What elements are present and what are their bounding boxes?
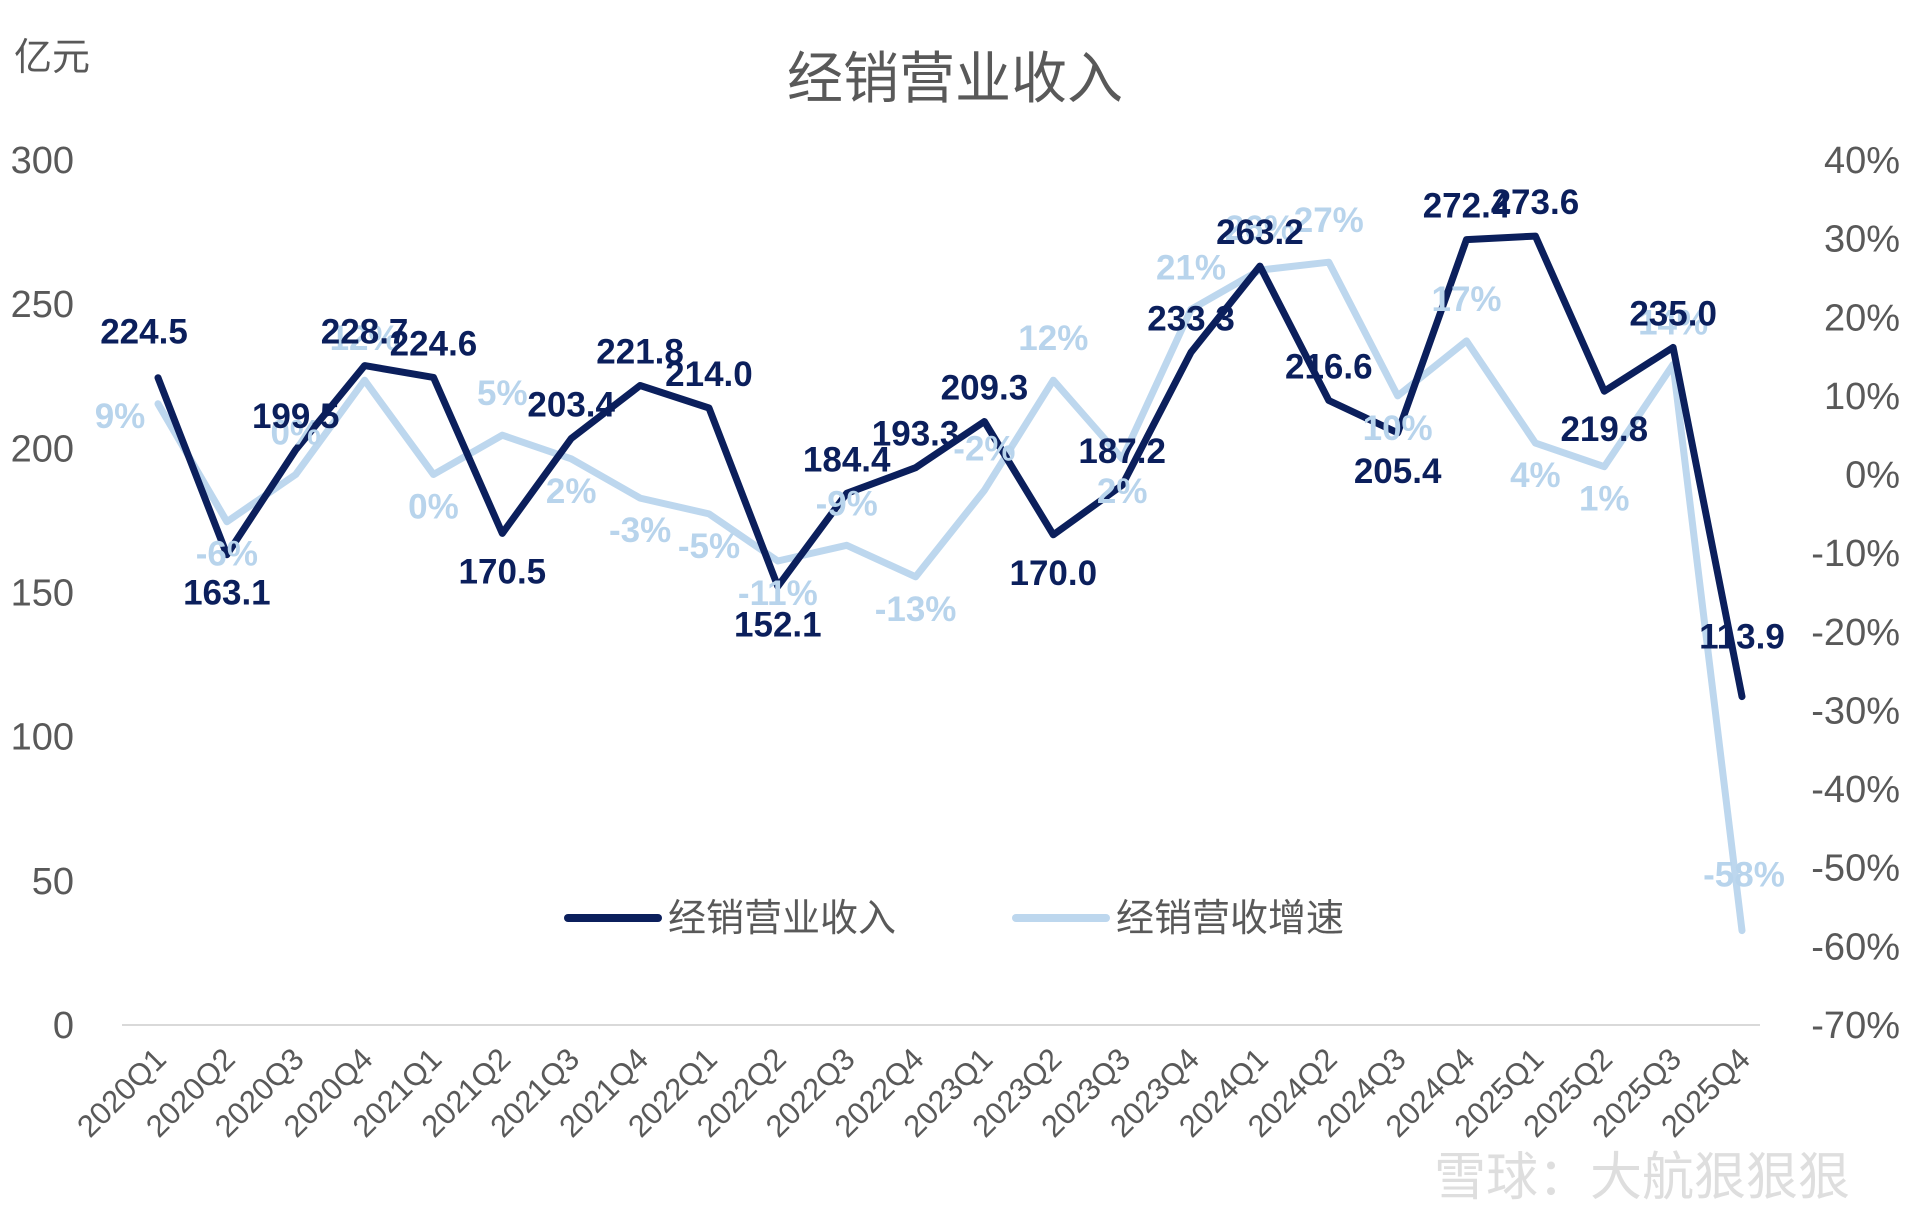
growth-data-label: 14% <box>1638 303 1708 342</box>
chart-title: 经销营业收入 <box>787 47 1123 110</box>
y-right-tick-label: 0% <box>1845 455 1900 497</box>
y-right-tick-label: -60% <box>1811 926 1900 968</box>
y-left-tick-label: 300 <box>11 140 74 182</box>
legend: 经销营业收入 经销营收增速 <box>564 898 1344 940</box>
growth-data-label: 12% <box>330 319 400 358</box>
growth-data-label: -13% <box>875 590 957 629</box>
revenue-data-label: 170.5 <box>459 552 547 591</box>
growth-data-label: 0% <box>270 414 321 453</box>
growth-data-label: 5% <box>477 374 528 413</box>
growth-data-label: -9% <box>816 484 878 523</box>
revenue-data-label: 219.8 <box>1560 410 1648 449</box>
revenue-data-label: 113.9 <box>1699 618 1785 657</box>
growth-data-label: -11% <box>738 574 818 613</box>
revenue-data-label: 263.2 <box>1216 213 1304 252</box>
series-line-revenue <box>154 232 1746 701</box>
growth-data-label: 0% <box>408 488 459 527</box>
y-right-tick-label: -50% <box>1811 848 1900 890</box>
revenue-data-label: 221.8 <box>596 332 684 371</box>
revenue-data-label: 170.0 <box>1010 554 1098 593</box>
growth-data-label: 4% <box>1510 456 1561 495</box>
y-left-axis: 0 50 100 150 200 250 300 <box>11 140 74 1047</box>
series-line-growth <box>154 258 1746 935</box>
y-left-unit-label: 亿元 <box>14 37 90 79</box>
revenue-data-label: 152.1 <box>734 605 822 644</box>
growth-data-label: -2% <box>953 429 1015 468</box>
y-right-tick-label: -30% <box>1811 690 1900 732</box>
revenue-data-label: 235.0 <box>1629 294 1717 333</box>
revenue-data-label: 228.7 <box>321 313 409 352</box>
y-right-tick-label: -20% <box>1811 612 1900 654</box>
growth-data-label: 12% <box>1018 319 1088 358</box>
data-labels-growth: 9%-6%0%12%0%5%2%-3% -5%-11%-9%-13%-2%12%2… <box>95 201 1785 894</box>
y-left-tick-label: 0 <box>53 1005 74 1047</box>
y-right-tick-label: -40% <box>1811 769 1900 811</box>
growth-data-label: 10% <box>1363 409 1433 448</box>
growth-data-label: -58% <box>1703 856 1785 895</box>
y-right-tick-label: 10% <box>1824 376 1900 418</box>
y-right-tick-label: -10% <box>1811 533 1900 575</box>
revenue-data-label: 272.4 <box>1423 187 1511 226</box>
growth-data-label: -3% <box>609 511 671 550</box>
legend-label-revenue: 经销营业收入 <box>668 898 896 940</box>
revenue-data-label: 224.5 <box>100 313 188 352</box>
revenue-data-label: 203.4 <box>527 386 615 425</box>
revenue-data-label: 214.0 <box>665 355 753 394</box>
growth-data-label: 9% <box>95 397 146 436</box>
revenue-data-label: 199.5 <box>252 397 340 436</box>
revenue-data-label: 273.6 <box>1492 183 1580 222</box>
growth-data-label: -5% <box>678 527 740 566</box>
revenue-data-label: 193.3 <box>872 415 960 454</box>
y-left-tick-label: 150 <box>11 573 74 615</box>
growth-data-label: 17% <box>1431 280 1501 319</box>
watermark-text: 雪球：大航狠狠狠 <box>1434 1149 1850 1207</box>
revenue-data-label: 187.2 <box>1078 432 1166 471</box>
revenue-data-label: 163.1 <box>183 574 271 613</box>
revenue-data-label: 209.3 <box>941 369 1029 408</box>
legend-label-growth: 经销营收增速 <box>1116 898 1344 940</box>
revenue-data-label: 205.4 <box>1354 452 1442 491</box>
y-right-tick-label: 20% <box>1824 297 1900 339</box>
x-axis: 2020Q12020Q22020Q32020Q42021Q12021Q22021… <box>70 1041 1757 1144</box>
y-left-tick-label: 200 <box>11 428 74 470</box>
revenue-data-label: 184.4 <box>803 440 891 479</box>
revenue-data-label: 233.3 <box>1147 299 1235 338</box>
growth-data-label: 27% <box>1294 201 1364 240</box>
revenue-data-label: 224.6 <box>390 324 478 363</box>
y-left-tick-label: 100 <box>11 717 74 759</box>
growth-data-label: 21% <box>1156 248 1226 287</box>
y-right-tick-label: 40% <box>1824 140 1900 182</box>
y-left-tick-label: 250 <box>11 284 74 326</box>
growth-data-label: 2% <box>1097 472 1148 511</box>
y-right-axis: 40% 30% 20% 10% 0% -10% -20% -30% -40% -50% -60% -7… <box>1811 140 1900 1047</box>
growth-data-label: 26% <box>1225 209 1295 248</box>
y-left-tick-label: 50 <box>32 861 74 903</box>
growth-data-label: 2% <box>546 472 597 511</box>
growth-data-label: 1% <box>1579 480 1630 519</box>
y-right-tick-label: -70% <box>1811 1005 1900 1047</box>
y-right-tick-label: 30% <box>1824 219 1900 261</box>
revenue-data-label: 216.6 <box>1285 347 1373 386</box>
growth-data-label: -6% <box>196 535 258 574</box>
